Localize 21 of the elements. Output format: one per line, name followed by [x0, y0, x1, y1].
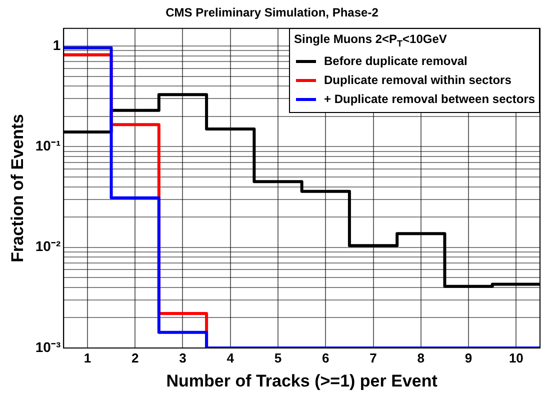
x-tick-label: 3 — [179, 350, 186, 366]
chart-title: CMS Preliminary Simulation, Phase-2 — [166, 6, 379, 20]
y-tick-label: 1 — [52, 36, 61, 53]
y-tick-label: 10⁻² — [35, 238, 61, 254]
legend-title: Single Muons 2<P$_{T}$<10GeV — [294, 31, 448, 51]
y-tick-label: 10⁻³ — [35, 338, 61, 355]
x-tick-label: 9 — [464, 350, 472, 366]
x-tick-label: 6 — [322, 350, 330, 366]
y-axis-title: Fraction of Events — [8, 114, 27, 262]
legend-label: + Duplicate removal between sectors — [324, 90, 536, 108]
x-tick-label: 5 — [274, 350, 282, 366]
x-tick-label: 8 — [417, 350, 425, 366]
x-tick-label: 4 — [226, 350, 235, 366]
x-tick-label: 7 — [370, 350, 377, 366]
x-axis-title: Number of Tracks (>=1) per Event — [166, 371, 438, 390]
x-tick-label: 1 — [84, 350, 92, 366]
x-tick-label: 2 — [131, 350, 139, 366]
legend-label: Duplicate removal within sectors — [324, 72, 512, 89]
x-tick-label: 10 — [508, 350, 524, 366]
legend-label: Before duplicate removal — [324, 52, 468, 70]
y-tick-label: 10⁻¹ — [35, 138, 61, 154]
